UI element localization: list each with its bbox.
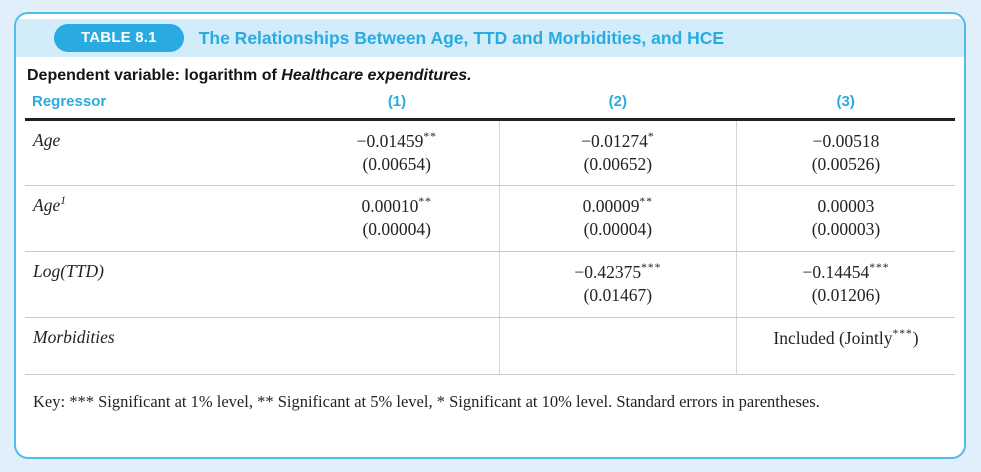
dependent-variable-note: Dependent variable: logarithm of Healthc… [27,67,955,85]
significance-stars: * [647,131,655,144]
table-number-badge: TABLE 8.1 [54,24,184,52]
coefficient-cell [294,317,500,375]
table-card: TABLE 8.1 The Relationships Between Age,… [14,12,966,459]
coefficient-cell: Included (Jointly***) [735,317,955,375]
significance-stars: ** [423,131,437,144]
standard-error: (0.01467) [583,285,653,305]
regression-table: Regressor (1) (2) (3) Age −0.01459** (0.00654… [25,87,955,422]
coefficient-value: 0.00010** [361,196,432,216]
significance-stars: ** [418,196,432,209]
coefficient-value: −0.01274* [581,131,655,151]
column-header-model-2: (2) [499,87,737,121]
regression-table-foot: Key: *** Significant at 1% level, ** Sig… [25,375,955,423]
coefficient-cell: 0.00010** (0.00004) [294,185,500,252]
coefficient-cell: −0.42375*** (0.01467) [498,251,737,318]
table-title: The Relationships Between Age, TTD and M… [198,27,725,48]
standard-error: (0.00652) [583,154,653,174]
dependent-variable-prefix: Dependent variable: logarithm of [27,67,282,84]
coefficient-value: 0.00003 [817,196,875,216]
coefficient-value: 0.00009** [582,196,654,216]
coefficient-cell: −0.01274* (0.00652) [498,119,737,186]
coefficient-value: −0.42375*** [574,262,662,282]
column-header-row: Regressor (1) (2) (3) [25,87,955,121]
coefficient-cell: 0.00003 (0.00003) [735,185,955,252]
significance-stars: *** [869,262,890,275]
standard-error: (0.00003) [811,219,881,239]
table-row: Age1 0.00010** (0.00004) 0.00009** (0.00004)… [25,185,955,252]
coefficient-value: −0.01459** [356,131,437,151]
coefficient-cell: 0.00009** (0.00004) [498,185,737,252]
coefficient-cell: −0.00518 (0.00526) [735,119,955,186]
standard-error: (0.00654) [362,154,431,174]
significance-stars: *** [641,262,662,275]
significance-stars: *** [892,328,913,341]
column-header-model-1: (1) [294,87,500,121]
coefficient-cell: −0.01459** (0.00654) [294,119,500,186]
coefficient-cell: −0.14454*** (0.01206) [735,251,955,318]
coefficient-value: −0.00518 [812,131,880,151]
table-content: Dependent variable: logarithm of Healthc… [16,67,964,422]
coefficient-cell [294,251,500,318]
column-header-model-3: (3) [736,87,955,121]
key-note: Key: *** Significant at 1% level, ** Sig… [33,392,820,411]
row-label: Log(TTD) [25,251,295,318]
table-row: Morbidities Included (Jointly***) [25,317,955,375]
row-label: Age [25,119,295,186]
significance-stars: ** [639,196,654,209]
standard-error: (0.00526) [811,154,881,174]
dependent-variable-name: Healthcare expenditures. [281,67,472,84]
standard-error: (0.00004) [362,219,431,239]
regression-table-head: Regressor (1) (2) (3) [25,87,955,121]
table-row: Log(TTD) −0.42375*** (0.01467) −0.14454*** (… [25,251,955,318]
coefficient-value: Included (Jointly***) [773,328,919,348]
row-label: Age1 [25,185,295,252]
regression-table-body: Age −0.01459** (0.00654) −0.01274* (0.00652)… [25,119,955,375]
table-row: Age −0.01459** (0.00654) −0.01274* (0.00652)… [25,119,955,186]
column-header-regressor: Regressor [25,87,295,121]
coefficient-cell [498,317,737,375]
table-header-strip: TABLE 8.1 The Relationships Between Age,… [16,19,964,57]
standard-error: (0.01206) [811,285,881,305]
standard-error: (0.00004) [583,219,653,239]
row-label: Morbidities [25,317,295,375]
key-row: Key: *** Significant at 1% level, ** Sig… [25,375,955,423]
coefficient-value: −0.14454*** [802,262,890,282]
